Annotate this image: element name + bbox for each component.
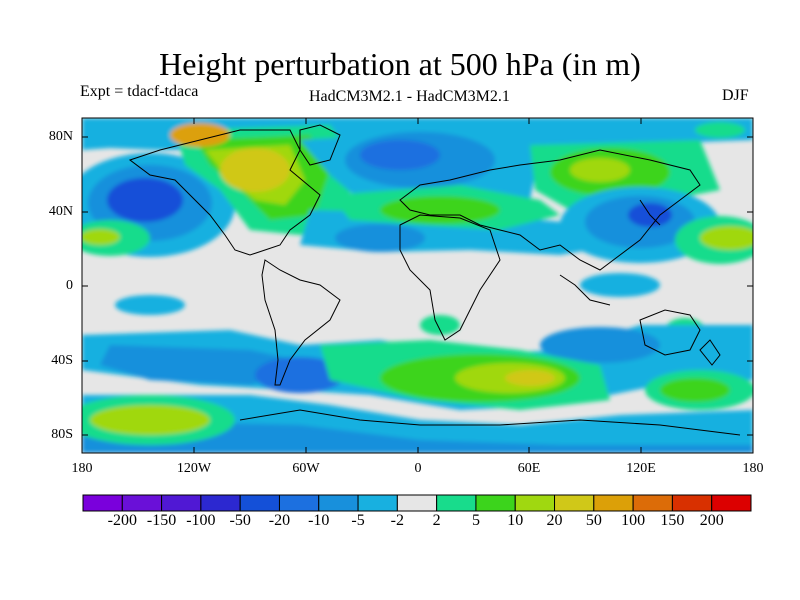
colorbar-tick-label: 2 (432, 512, 441, 529)
model-label: HadCM3M2.1 - HadCM3M2.1 (309, 88, 510, 105)
colorbar-tick-label: -200 (107, 512, 137, 529)
colorbar-tick-label: -150 (146, 512, 177, 529)
colorbar-swatch (278, 494, 320, 512)
colorbar-tick-label: -5 (351, 512, 365, 529)
colorbar-swatch (514, 494, 556, 512)
colorbar-swatch (632, 494, 673, 512)
colorbar-swatch (318, 494, 359, 512)
colorbar-tick-label: -10 (308, 512, 330, 529)
colorbar-swatch (396, 494, 438, 512)
lat-tick-label: 80S (51, 427, 73, 442)
coastlines (128, 124, 741, 436)
colorbar-tick-label: -20 (268, 512, 291, 529)
colorbar-swatch (357, 494, 398, 512)
lon-tick-label: 0 (414, 461, 422, 476)
lon-tick-label: 120W (176, 461, 212, 476)
colorbar-swatch (554, 494, 595, 512)
lon-tick-label: 180 (71, 461, 93, 476)
lon-tick-label: 60W (292, 461, 320, 476)
colorbar-tick-label: 10 (507, 512, 524, 529)
lat-tick-label: 80N (48, 129, 73, 144)
colorbar (82, 494, 752, 512)
experiment-label: Expt = tdacf-tdaca (80, 83, 199, 100)
height-perturbation-field (82, 118, 753, 453)
colorbar-tick-label: -100 (186, 512, 216, 529)
colorbar-tick-label: 100 (621, 512, 646, 529)
colorbar-swatch (593, 494, 634, 512)
colorbar-swatch (475, 494, 516, 512)
season-label: DJF (722, 87, 749, 104)
colorbar-tick-label: -50 (229, 512, 251, 529)
lon-tick-label: 60E (517, 461, 541, 476)
axis-ticks (82, 118, 753, 453)
colorbar-swatch (711, 494, 752, 512)
colorbar-swatch (121, 494, 163, 512)
colorbar-swatch (671, 494, 713, 512)
colorbar-swatch (161, 494, 202, 512)
colorbar-swatch (436, 494, 477, 512)
colorbar-tick-label: 20 (546, 512, 563, 529)
colorbar-swatch (82, 494, 123, 512)
lat-tick-label: 0 (66, 278, 73, 293)
lon-tick-label: 180 (742, 461, 764, 476)
colorbar-tick-label: 5 (471, 512, 480, 529)
colorbar-tick-label: -2 (390, 512, 404, 529)
lat-tick-label: 40N (48, 204, 73, 219)
colorbar-swatch (200, 494, 241, 512)
map-title: Height perturbation at 500 hPa (in m) (159, 46, 641, 82)
lat-tick-label: 40S (51, 353, 73, 368)
colorbar-tick-label: 200 (699, 512, 724, 529)
colorbar-tick-label: 50 (585, 512, 602, 529)
lon-tick-label: 120E (626, 461, 656, 476)
colorbar-swatch (239, 494, 280, 512)
colorbar-tick-label: 150 (660, 512, 685, 529)
